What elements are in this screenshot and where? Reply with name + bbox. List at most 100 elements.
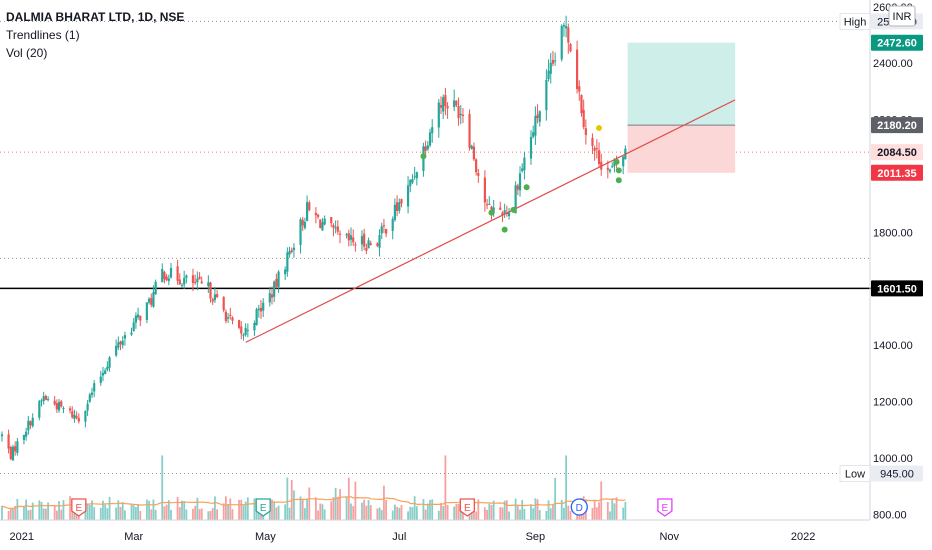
candle-body xyxy=(226,317,230,319)
entry-price-label: 2180.20 xyxy=(877,120,917,132)
candle-body xyxy=(319,219,322,229)
candle-body xyxy=(367,240,370,249)
candle-body xyxy=(360,236,364,245)
volume-bar xyxy=(99,507,102,520)
volume-bar xyxy=(426,503,429,520)
volume-bar xyxy=(238,499,240,520)
candle-body xyxy=(301,219,304,226)
event-marker-e[interactable]: E xyxy=(657,498,673,517)
candle-body xyxy=(255,309,258,325)
candle-body xyxy=(382,225,386,227)
volume-bar xyxy=(352,506,355,520)
candle-body xyxy=(246,329,249,331)
candle-body xyxy=(130,332,133,335)
volume-bar xyxy=(499,507,502,520)
pattern-marker xyxy=(523,184,530,191)
candle-body xyxy=(229,314,232,316)
volume-bar xyxy=(301,499,304,520)
event-marker-label: E xyxy=(75,503,82,514)
volume-bar xyxy=(224,496,227,520)
candle-body xyxy=(459,113,462,116)
volume-bar xyxy=(185,509,188,520)
volume-bar xyxy=(284,504,287,520)
volume-bar xyxy=(132,505,135,520)
candle-body xyxy=(0,434,4,437)
candle-body xyxy=(286,252,289,272)
volume-bar xyxy=(58,501,60,520)
earnings-badge xyxy=(657,498,673,517)
candle-body xyxy=(176,266,179,281)
volume-bar xyxy=(547,500,550,520)
candle-body xyxy=(16,441,19,453)
volume-bar xyxy=(198,509,201,520)
volume-bar xyxy=(492,500,495,520)
volume-bar xyxy=(516,505,519,520)
candle-body xyxy=(446,105,449,109)
candle-body xyxy=(439,105,443,108)
candle-body xyxy=(40,400,43,402)
volume-bar xyxy=(560,499,563,520)
candle-body xyxy=(303,221,307,229)
volume-bar xyxy=(530,504,532,520)
event-marker-e[interactable]: E xyxy=(71,498,87,517)
low-price-label-bg xyxy=(871,465,923,482)
volume-bar xyxy=(246,497,249,520)
trendlines-indicator-label[interactable]: Trendlines (1) xyxy=(6,28,80,42)
volume-bar xyxy=(536,499,539,520)
volume-bar xyxy=(361,502,363,520)
event-marker-e[interactable]: E xyxy=(459,498,475,517)
volume-bar xyxy=(9,508,12,520)
volume-bar xyxy=(115,507,118,520)
volume-indicator-label[interactable]: Vol (20) xyxy=(6,46,48,60)
candle-body xyxy=(196,278,199,283)
candle-body xyxy=(147,298,151,303)
candle-body xyxy=(461,114,465,117)
candle-body xyxy=(71,411,74,418)
candle-body xyxy=(106,366,109,370)
candle-body xyxy=(562,25,566,27)
earnings-badge xyxy=(71,498,87,517)
volume-bar xyxy=(161,455,164,520)
candle-body xyxy=(117,342,120,348)
candle-body xyxy=(46,399,50,401)
currency-button[interactable]: INR xyxy=(888,5,916,27)
volume-bar xyxy=(521,499,524,520)
event-marker-d[interactable]: D xyxy=(570,498,588,516)
candle-body xyxy=(349,235,353,240)
candle-body xyxy=(132,322,135,332)
candle-body xyxy=(194,281,197,283)
volume-bar xyxy=(55,510,58,520)
candle-body xyxy=(584,128,587,135)
candle-body xyxy=(591,137,594,146)
volume-bar xyxy=(532,508,535,520)
volume-bar xyxy=(413,496,416,520)
candle-body xyxy=(516,185,519,190)
volume-bar xyxy=(42,508,45,520)
event-marker-e[interactable]: E xyxy=(255,498,271,517)
volume-bar xyxy=(139,511,142,520)
candle-body xyxy=(75,416,78,418)
target-price-label-bg xyxy=(871,34,923,51)
candle-body xyxy=(211,299,214,302)
volume-bar xyxy=(385,500,388,520)
candle-body xyxy=(470,146,473,150)
candle-body xyxy=(411,178,414,183)
volume-bar xyxy=(347,477,350,520)
candle-body xyxy=(545,79,548,111)
candle-body xyxy=(529,136,533,159)
candle-body xyxy=(554,60,557,62)
candle-body xyxy=(442,97,445,112)
x-tick-label: Nov xyxy=(659,531,679,543)
candle-body xyxy=(400,199,403,204)
candle-body xyxy=(332,225,335,228)
candle-body xyxy=(9,446,12,460)
volume-bar xyxy=(363,499,366,520)
volume-bar xyxy=(181,500,183,520)
candle-body xyxy=(277,271,280,287)
volume-bar xyxy=(369,505,372,520)
candle-body xyxy=(145,302,148,321)
y-tick-label: 1000.00 xyxy=(873,453,913,465)
candle-body xyxy=(31,417,34,426)
volume-bar xyxy=(145,499,148,520)
